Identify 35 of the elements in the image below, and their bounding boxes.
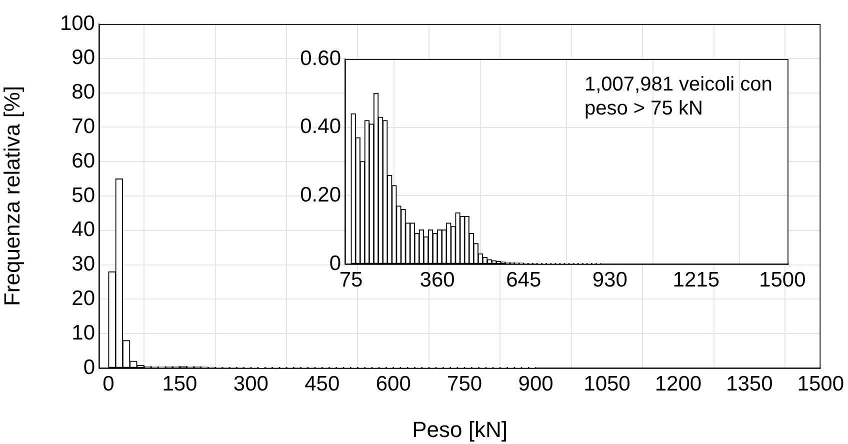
y-tick-label: 10 [72,321,95,344]
x-tick-label: 1200 [654,372,702,396]
x-tick-label: 645 [506,268,542,292]
y-tick-label: 20 [72,286,95,310]
x-tick-label: 1050 [584,372,630,396]
x-tick-label: 360 [420,268,455,292]
x-tick-label: 75 [339,268,363,292]
x-tick-label: 0 [102,372,114,396]
y-tick-label: 0.20 [300,183,341,206]
y-tick-label: 50 [72,184,95,207]
x-tick-label: 900 [518,372,554,396]
y-tick-label: 70 [72,114,95,138]
y-tick-label: 0 [83,356,95,379]
x-tick-label: 450 [304,372,340,396]
x-axis-title: Peso [kN] [412,416,508,442]
x-tick-label: 150 [162,372,198,396]
y-tick-label: 80 [72,80,95,104]
y-tick-label: 90 [72,46,95,70]
y-tick-label: 0.40 [300,115,341,138]
y-tick-label: 60 [72,149,95,172]
y-tick-label: 0.60 [300,46,341,70]
y-tick-label: 40 [72,218,95,242]
x-tick-label: 600 [376,372,411,396]
x-tick-label: 300 [233,372,268,396]
x-tick-label: 750 [447,372,482,396]
x-tick-label: 1215 [672,268,720,292]
x-tick-label: 1350 [726,372,773,396]
x-tick-label: 930 [592,268,628,292]
annotation: 1,007,981 veicoli con peso > 75 kN [584,74,772,120]
x-tick-label: 1500 [759,268,806,292]
y-tick-label: 0 [329,252,341,275]
y-tick-label: 30 [72,252,95,276]
x-tick-label: 1500 [797,372,844,396]
y-axis-title: Frequenza relativa [%] [0,86,24,306]
y-tick-label: 100 [60,12,95,35]
